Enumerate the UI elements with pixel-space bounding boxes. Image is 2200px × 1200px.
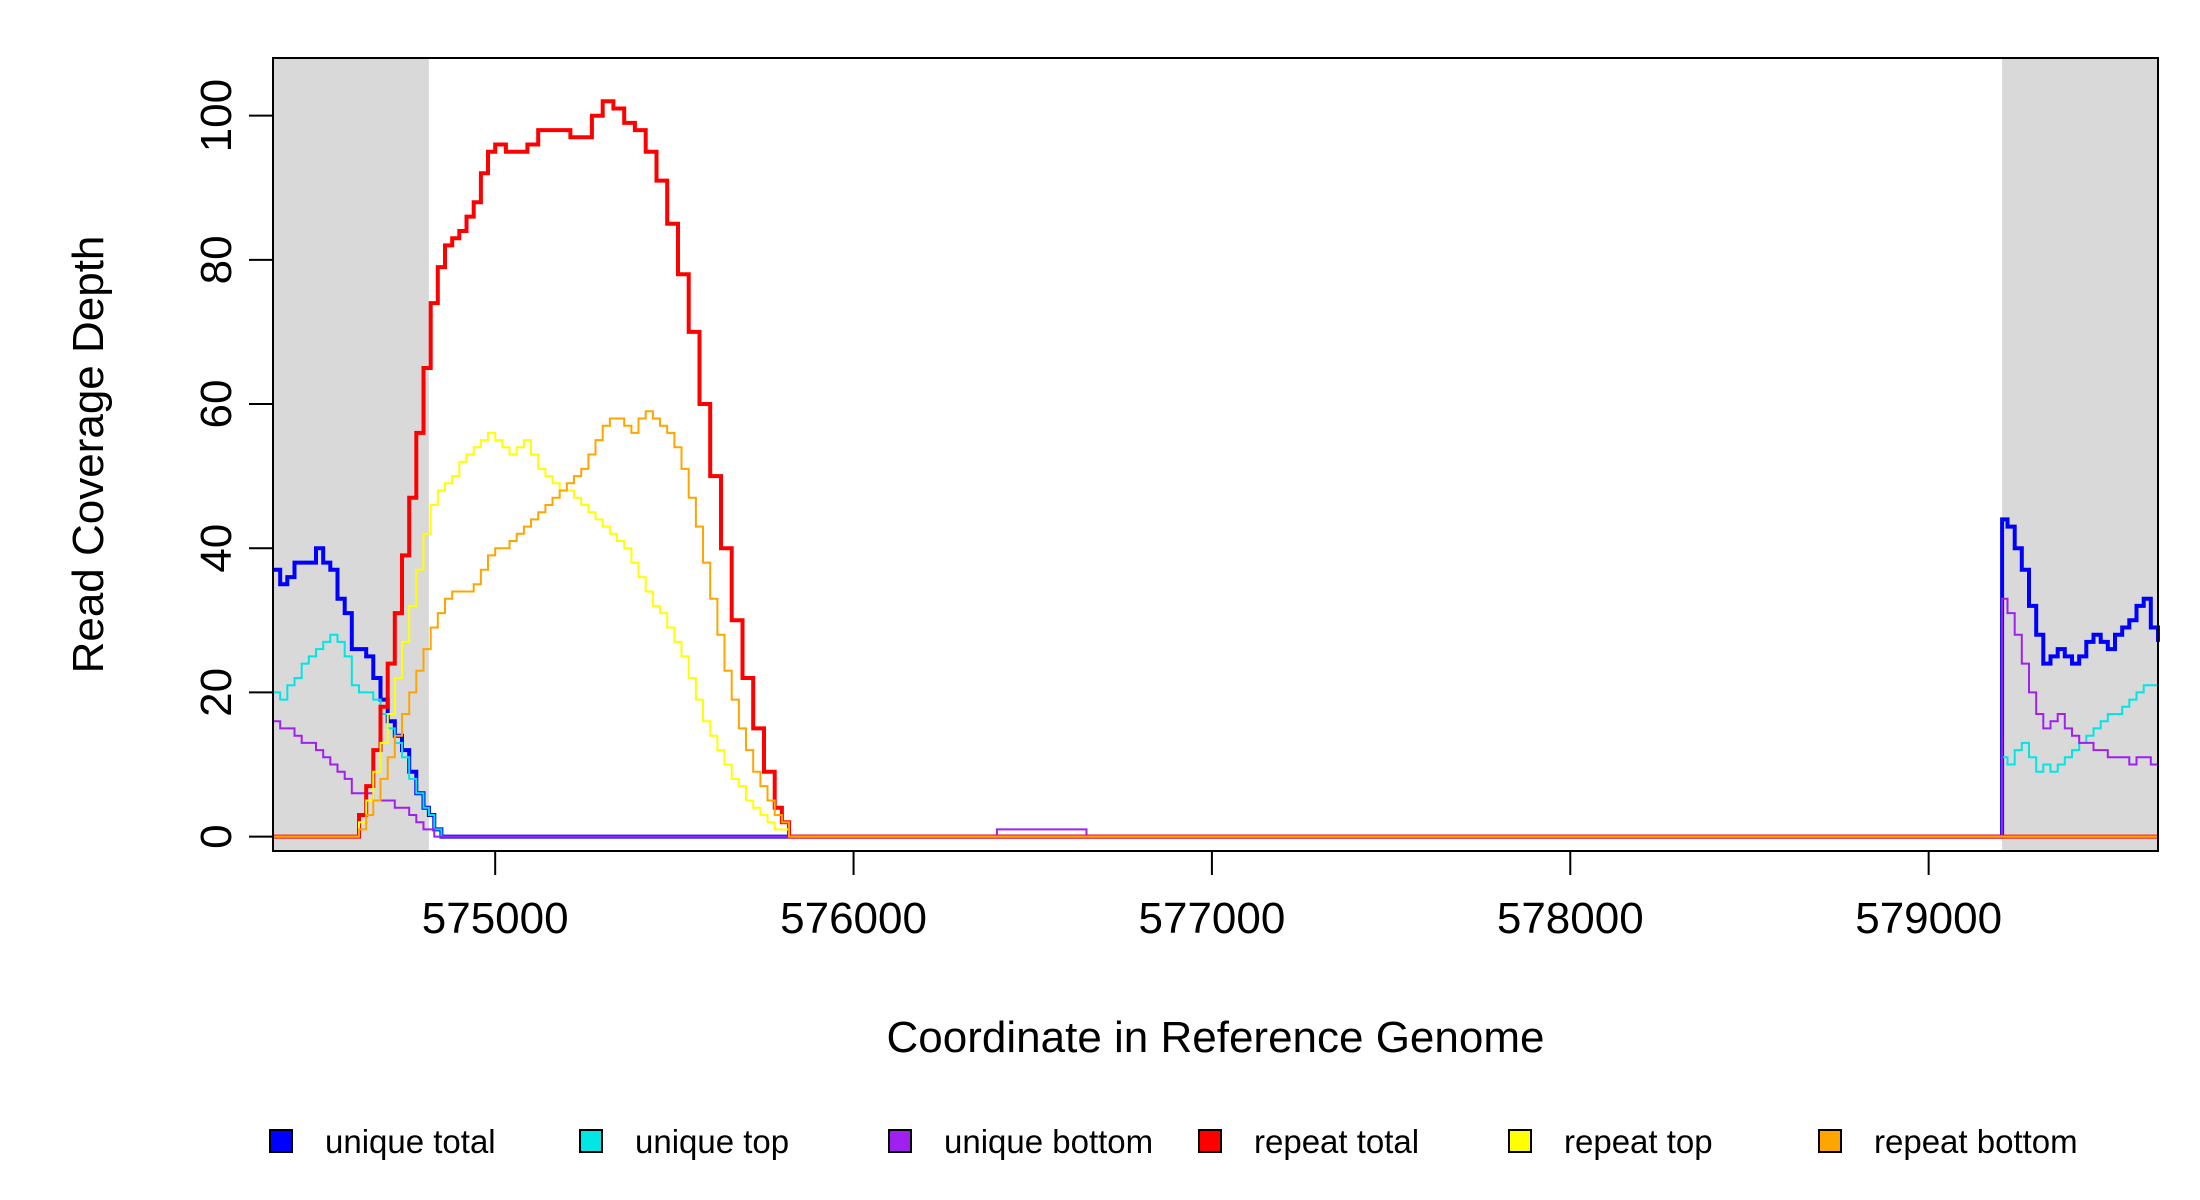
legend: unique total unique top unique bottom repea…	[269, 1123, 2078, 1160]
shaded-region-0	[273, 58, 429, 851]
legend-item-repeat-top: repeat top	[1508, 1123, 1713, 1160]
series-line-unique-total	[273, 517, 2160, 839]
y-tick-label-3: 60	[192, 380, 241, 429]
x-axis-title: Coordinate in Reference Genome	[887, 1013, 1545, 1062]
series-line-unique-top	[273, 633, 2159, 838]
legend-item-repeat-bottom: repeat bottom	[1818, 1123, 2078, 1160]
plot-frame	[272, 57, 2159, 852]
legend-swatch	[1198, 1129, 1222, 1153]
legend-item-unique-top: unique top	[579, 1123, 789, 1160]
y-tick-label-2: 40	[192, 524, 241, 573]
x-tick-label-2: 577000	[1139, 894, 1286, 943]
series-line-repeat-top	[273, 431, 2158, 838]
legend-label: repeat top	[1564, 1123, 1713, 1160]
x-tick-label-1: 576000	[780, 894, 927, 943]
shaded-regions	[273, 58, 2158, 851]
legend-item-repeat-total: repeat total	[1198, 1123, 1419, 1160]
legend-label: unique bottom	[944, 1123, 1153, 1160]
series-line-repeat-bottom	[273, 410, 2158, 838]
legend-item-unique-bottom: unique bottom	[888, 1123, 1153, 1160]
legend-label: repeat total	[1254, 1123, 1419, 1160]
legend-item-unique-total: unique total	[269, 1123, 496, 1160]
x-tick-label-0: 575000	[422, 894, 569, 943]
legend-swatch	[579, 1129, 603, 1153]
legend-swatch	[1818, 1129, 1842, 1153]
legend-swatch	[1508, 1129, 1532, 1153]
legend-swatch	[888, 1129, 912, 1153]
legend-swatch	[269, 1129, 293, 1153]
y-axis: 0 20 40 60 80 100	[192, 79, 273, 849]
legend-label: unique total	[325, 1123, 496, 1160]
legend-label: unique top	[635, 1123, 789, 1160]
series-line-unique-bottom	[273, 597, 2159, 838]
y-tick-label-5: 100	[192, 79, 241, 152]
y-axis-title: Read Coverage Depth	[64, 236, 113, 674]
x-tick-label-3: 578000	[1497, 894, 1644, 943]
y-tick-label-4: 80	[192, 235, 241, 284]
series-lines	[273, 99, 2160, 839]
x-axis: 575000 576000 577000 578000 579000	[422, 851, 2002, 943]
legend-label: repeat bottom	[1874, 1123, 2078, 1160]
y-tick-label-1: 20	[192, 668, 241, 717]
y-tick-label-0: 0	[192, 824, 241, 848]
x-tick-label-4: 579000	[1855, 894, 2002, 943]
series-line-repeat-total	[273, 99, 2158, 839]
shaded-region-1	[2002, 58, 2158, 851]
